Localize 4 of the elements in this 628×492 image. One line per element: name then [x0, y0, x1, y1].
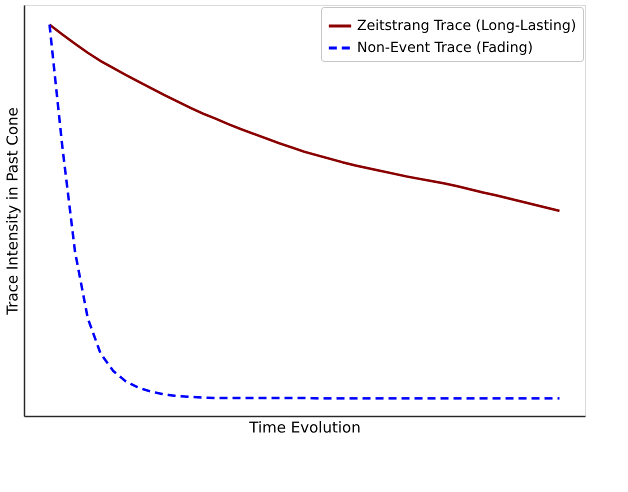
- legend-label: Zeitstrang Trace (Long-Lasting): [357, 18, 576, 34]
- legend-label: Non-Event Trace (Fading): [357, 40, 533, 56]
- x-axis-title: Time Evolution: [248, 418, 361, 436]
- y-axis-title: Trace Intensity in Past Cone: [4, 107, 22, 316]
